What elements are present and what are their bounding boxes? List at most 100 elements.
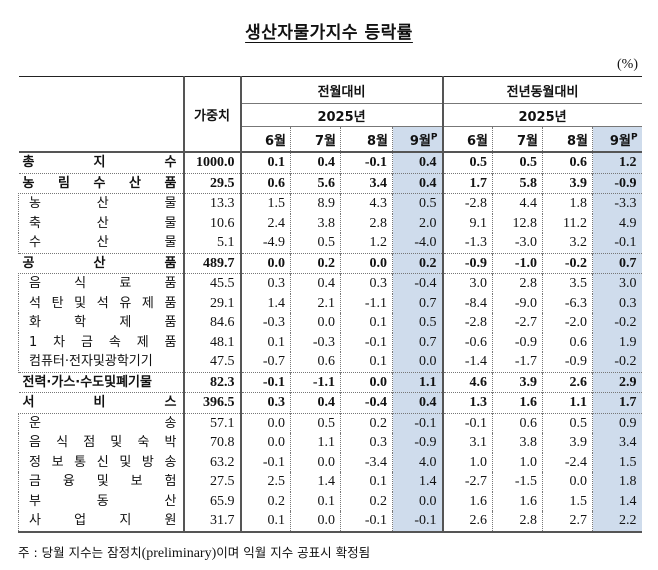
table-row: 컴퓨터·전자및광학기기 47.5 -0.7 0.6 0.1 0.0 -1.4 -1.7 -0.9… bbox=[18, 352, 642, 372]
yoy-cell: 1.5 bbox=[592, 452, 642, 472]
table-row: 음 식 점 및 숙 박 70.8 0.0 1.1 0.3 -0.9 3.1 3.8 3.9 3.4 bbox=[18, 433, 642, 453]
yoy-cell: 2.6 bbox=[542, 371, 593, 393]
table-row: 정 보 통 신 및 방 송 63.2 -0.1 0.0 -3.4 4.0 1.0 1.0 -2.4 1.5 bbox=[18, 452, 642, 472]
yoy-cell: -0.1 bbox=[441, 412, 493, 433]
yoy-cell: 9.1 bbox=[441, 213, 493, 233]
yoy-cell: 3.5 bbox=[542, 273, 593, 294]
yoy-cell: -3.0 bbox=[492, 233, 543, 253]
mom-cell: 0.0 bbox=[290, 313, 341, 333]
mom-cell: -0.3 bbox=[290, 332, 341, 352]
mom-cell: -1.1 bbox=[340, 293, 393, 313]
yoy-cell: 1.9 bbox=[592, 332, 642, 352]
mom-cell: 0.1 bbox=[239, 511, 291, 533]
yoy-cell: 1.6 bbox=[492, 392, 543, 413]
yoy-cell: -0.6 bbox=[441, 332, 493, 352]
yoy-cell: -0.9 bbox=[492, 332, 543, 352]
yoy-cell: 3.4 bbox=[592, 433, 642, 453]
mom-cell: 1.4 bbox=[239, 293, 291, 313]
yoy-cell: -2.8 bbox=[441, 193, 493, 214]
yoy-cell: 11.2 bbox=[542, 213, 593, 233]
mom-cell: 0.0 bbox=[340, 252, 393, 274]
mom-cell: 0.0 bbox=[290, 511, 341, 533]
mom-cell: 0.4 bbox=[391, 172, 443, 194]
mom-cell: 2.0 bbox=[391, 213, 443, 233]
yoy-cell: -1.3 bbox=[441, 233, 493, 253]
table-row: 총 지 수 1000.0 0.1 0.4 -0.1 0.4 0.5 0.5 0.6 1.2 bbox=[18, 151, 642, 173]
mom-cell: 0.6 bbox=[239, 172, 291, 194]
mom-cell: -3.4 bbox=[340, 452, 393, 472]
mom-cell: 0.7 bbox=[391, 332, 443, 352]
mom-cell: 2.8 bbox=[340, 213, 393, 233]
mom-cell: -0.1 bbox=[239, 371, 291, 393]
mom-cell: 8.9 bbox=[290, 193, 341, 214]
yoy-cell: -2.4 bbox=[542, 452, 593, 472]
mom-cell: -0.1 bbox=[340, 511, 393, 533]
yoy-cell: 0.9 bbox=[592, 412, 642, 433]
mom-cell: -1.1 bbox=[290, 371, 341, 393]
mom-month-6: 6월 bbox=[239, 126, 291, 153]
mom-cell: -0.4 bbox=[391, 273, 443, 294]
weight-cell: 57.1 bbox=[182, 412, 241, 433]
yoy-cell: -1.4 bbox=[441, 352, 493, 372]
table-row: 축 산 물 10.6 2.4 3.8 2.8 2.0 9.1 12.8 11.2 4.9 bbox=[18, 213, 642, 233]
table-row: 사 업 지 원 31.7 0.1 0.0 -0.1 -0.1 2.6 2.8 2.7 2.2 bbox=[18, 511, 642, 533]
yoy-cell: 2.8 bbox=[492, 511, 543, 533]
table-row: 음 식 료 품 45.5 0.3 0.4 0.3 -0.4 3.0 2.8 3.5 3.0 bbox=[18, 273, 642, 294]
mom-cell: 0.4 bbox=[290, 151, 341, 173]
mom-cell: 3.4 bbox=[340, 172, 393, 194]
yoy-cell: -9.0 bbox=[492, 293, 543, 313]
mom-cell: 0.4 bbox=[391, 151, 443, 173]
yoy-cell: 0.3 bbox=[592, 293, 642, 313]
mom-cell: 1.4 bbox=[290, 472, 341, 492]
yoy-cell: 4.4 bbox=[492, 193, 543, 214]
yoy-cell: -0.2 bbox=[592, 313, 642, 333]
yoy-cell: 1.8 bbox=[542, 193, 593, 214]
mom-cell: 0.0 bbox=[290, 452, 341, 472]
yoy-cell: 0.5 bbox=[492, 151, 543, 173]
mom-cell: 0.1 bbox=[239, 151, 291, 173]
weight-cell: 29.5 bbox=[182, 172, 241, 194]
weight-cell: 29.1 bbox=[182, 293, 241, 313]
weight-cell: 82.3 bbox=[182, 371, 241, 393]
yoy-cell: -2.8 bbox=[441, 313, 493, 333]
yoy-cell: -0.2 bbox=[592, 352, 642, 372]
row-label: 컴퓨터·전자및광학기기 bbox=[18, 352, 184, 372]
mom-cell: 0.0 bbox=[239, 252, 291, 274]
mom-cell: 0.0 bbox=[391, 491, 443, 511]
mom-group-header: 전월대비 bbox=[239, 76, 443, 104]
weight-cell: 48.1 bbox=[182, 332, 241, 352]
yoy-cell: 2.9 bbox=[592, 371, 642, 393]
table-row: 부 동 산 65.9 0.2 0.1 0.2 0.0 1.6 1.6 1.5 1.4 bbox=[18, 491, 642, 511]
mom-cell: 0.5 bbox=[391, 193, 443, 214]
yoy-cell: 1.4 bbox=[592, 491, 642, 511]
mom-cell: 0.0 bbox=[340, 371, 393, 393]
weight-cell: 5.1 bbox=[182, 233, 241, 253]
yoy-cell: 0.5 bbox=[542, 412, 593, 433]
yoy-cell: 3.9 bbox=[542, 433, 593, 453]
table-row: 석 탄 및 석 유 제 품 29.1 1.4 2.1 -1.1 0.7 -8.4 -9.0 -6.3 0.3 bbox=[18, 293, 642, 313]
yoy-cell: 1.1 bbox=[542, 392, 593, 413]
weight-cell: 47.5 bbox=[182, 352, 241, 372]
mom-cell: 1.2 bbox=[340, 233, 393, 253]
table-row: 수 산 물 5.1 -4.9 0.5 1.2 -4.0 -1.3 -3.0 3.2 -0.1 bbox=[18, 233, 642, 253]
yoy-cell: -2.7 bbox=[492, 313, 543, 333]
weight-cell: 489.7 bbox=[182, 252, 241, 274]
table-row: 1 차 금 속 제 품 48.1 0.1 -0.3 -0.1 0.7 -0.6 -0.9 0.6 1.9 bbox=[18, 332, 642, 352]
yoy-cell: 1.8 bbox=[592, 472, 642, 492]
